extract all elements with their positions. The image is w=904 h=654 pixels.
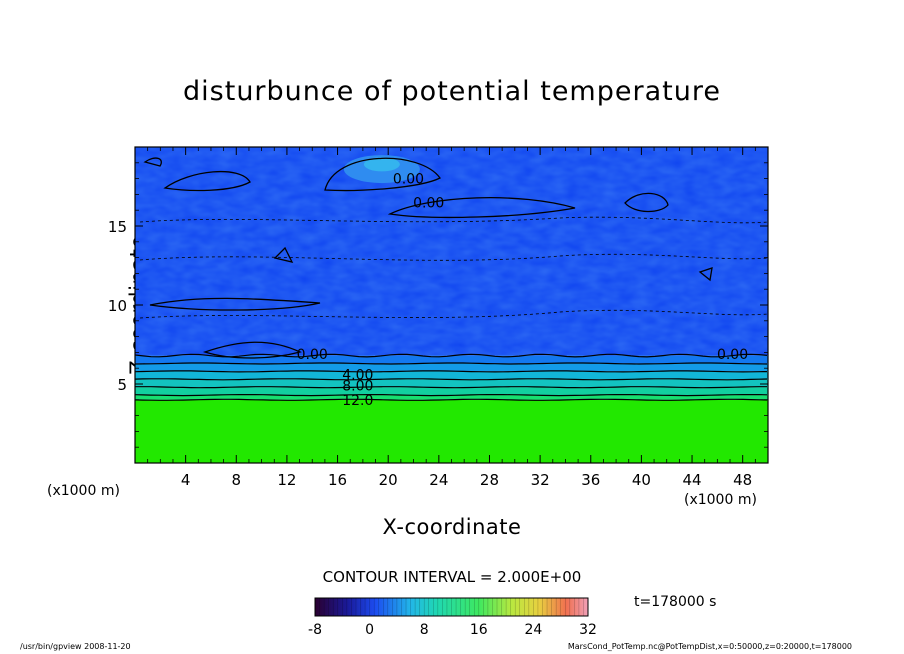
warm-patch-core (363, 157, 400, 172)
contour-line-4 (135, 386, 767, 389)
heat-band-2 (135, 387, 768, 396)
contour-label: 0.00 (393, 172, 424, 188)
contour-blob-0 (163, 170, 251, 192)
contour-blob-7 (698, 267, 713, 282)
contour-blob-2 (387, 197, 576, 219)
heat-band-6 (135, 355, 768, 364)
contour-label: 0.00 (717, 347, 748, 363)
contour-line-5 (135, 394, 768, 397)
heat-band-5 (135, 363, 768, 372)
colorbar-tick-label: 16 (470, 622, 488, 638)
y-tick-label: 15 (108, 218, 127, 236)
dashed-contour-1 (139, 253, 768, 261)
plot-area (135, 147, 768, 463)
colorbar-gradient (314, 597, 589, 617)
contour-line-6 (135, 398, 768, 401)
time-label: t=178000 s (634, 594, 717, 610)
footer-left: /usr/bin/gpview 2008-11-20 (20, 642, 131, 651)
contour-blob-6 (273, 246, 294, 263)
contour-line-3 (135, 378, 768, 381)
colorbar-tick-label: 0 (365, 622, 374, 638)
x-tick-label: 36 (581, 471, 600, 489)
dashed-contour-0 (139, 216, 768, 224)
turbulence-texture (135, 147, 768, 356)
colorbar-tick-label: 8 (420, 622, 429, 638)
contour-blob-3 (624, 192, 669, 213)
heat-band-4 (135, 371, 768, 380)
heat-band-0 (135, 399, 768, 463)
contour-blob-5 (202, 341, 302, 359)
x-tick-label: 48 (733, 471, 752, 489)
contour-label: 12.0 (342, 393, 373, 409)
x-axis-label: X-coordinate (382, 515, 522, 539)
x-tick-label: 24 (429, 471, 448, 489)
colorbar: -8 0 8 16 24 32 (308, 597, 597, 638)
dashed-contour-2 (139, 309, 768, 319)
contour-label: 8.00 (342, 379, 373, 395)
x-tick-label: 20 (379, 471, 398, 489)
colorbar-tick-label: 24 (524, 622, 542, 638)
contour-label: 0.00 (297, 347, 328, 363)
x-tick-label: 4 (181, 471, 191, 489)
heat-band-1 (135, 395, 768, 400)
contour-interval-label: CONTOUR INTERVAL = 2.000E+00 (322, 568, 582, 586)
x-tick-label: 32 (531, 471, 550, 489)
footer-right: MarsCond_PotTemp.nc@PotTempDist,x=0:5000… (567, 642, 852, 651)
x-tick-label: 44 (682, 471, 701, 489)
colorbar-tick-label: -8 (308, 622, 322, 638)
contour-label: 0.00 (413, 195, 444, 211)
colorbar-tick-label: 32 (579, 622, 597, 638)
contour-label: 4.00 (342, 368, 373, 384)
contour-blob-1 (324, 157, 441, 192)
contour-blob-8 (143, 157, 162, 167)
chart-title: disturbunce of potential temperature (183, 76, 721, 107)
x-tick-label: 8 (232, 471, 242, 489)
contour-line-0 (135, 353, 768, 358)
x-tick-label: 12 (277, 471, 296, 489)
contour-blob-4 (149, 297, 321, 311)
y-tick-label: 5 (117, 376, 127, 394)
heat-band-3 (135, 379, 768, 388)
contour-line-1 (135, 362, 768, 365)
y-tick-label: 10 (108, 297, 127, 315)
contour-line-2 (135, 370, 768, 373)
x-tick-label: 40 (632, 471, 651, 489)
x-unit-left: (x1000 m) (47, 483, 120, 499)
x-tick-label: 16 (328, 471, 347, 489)
x-tick-label: 28 (480, 471, 499, 489)
x-unit-right: (x1000 m) (684, 492, 757, 508)
